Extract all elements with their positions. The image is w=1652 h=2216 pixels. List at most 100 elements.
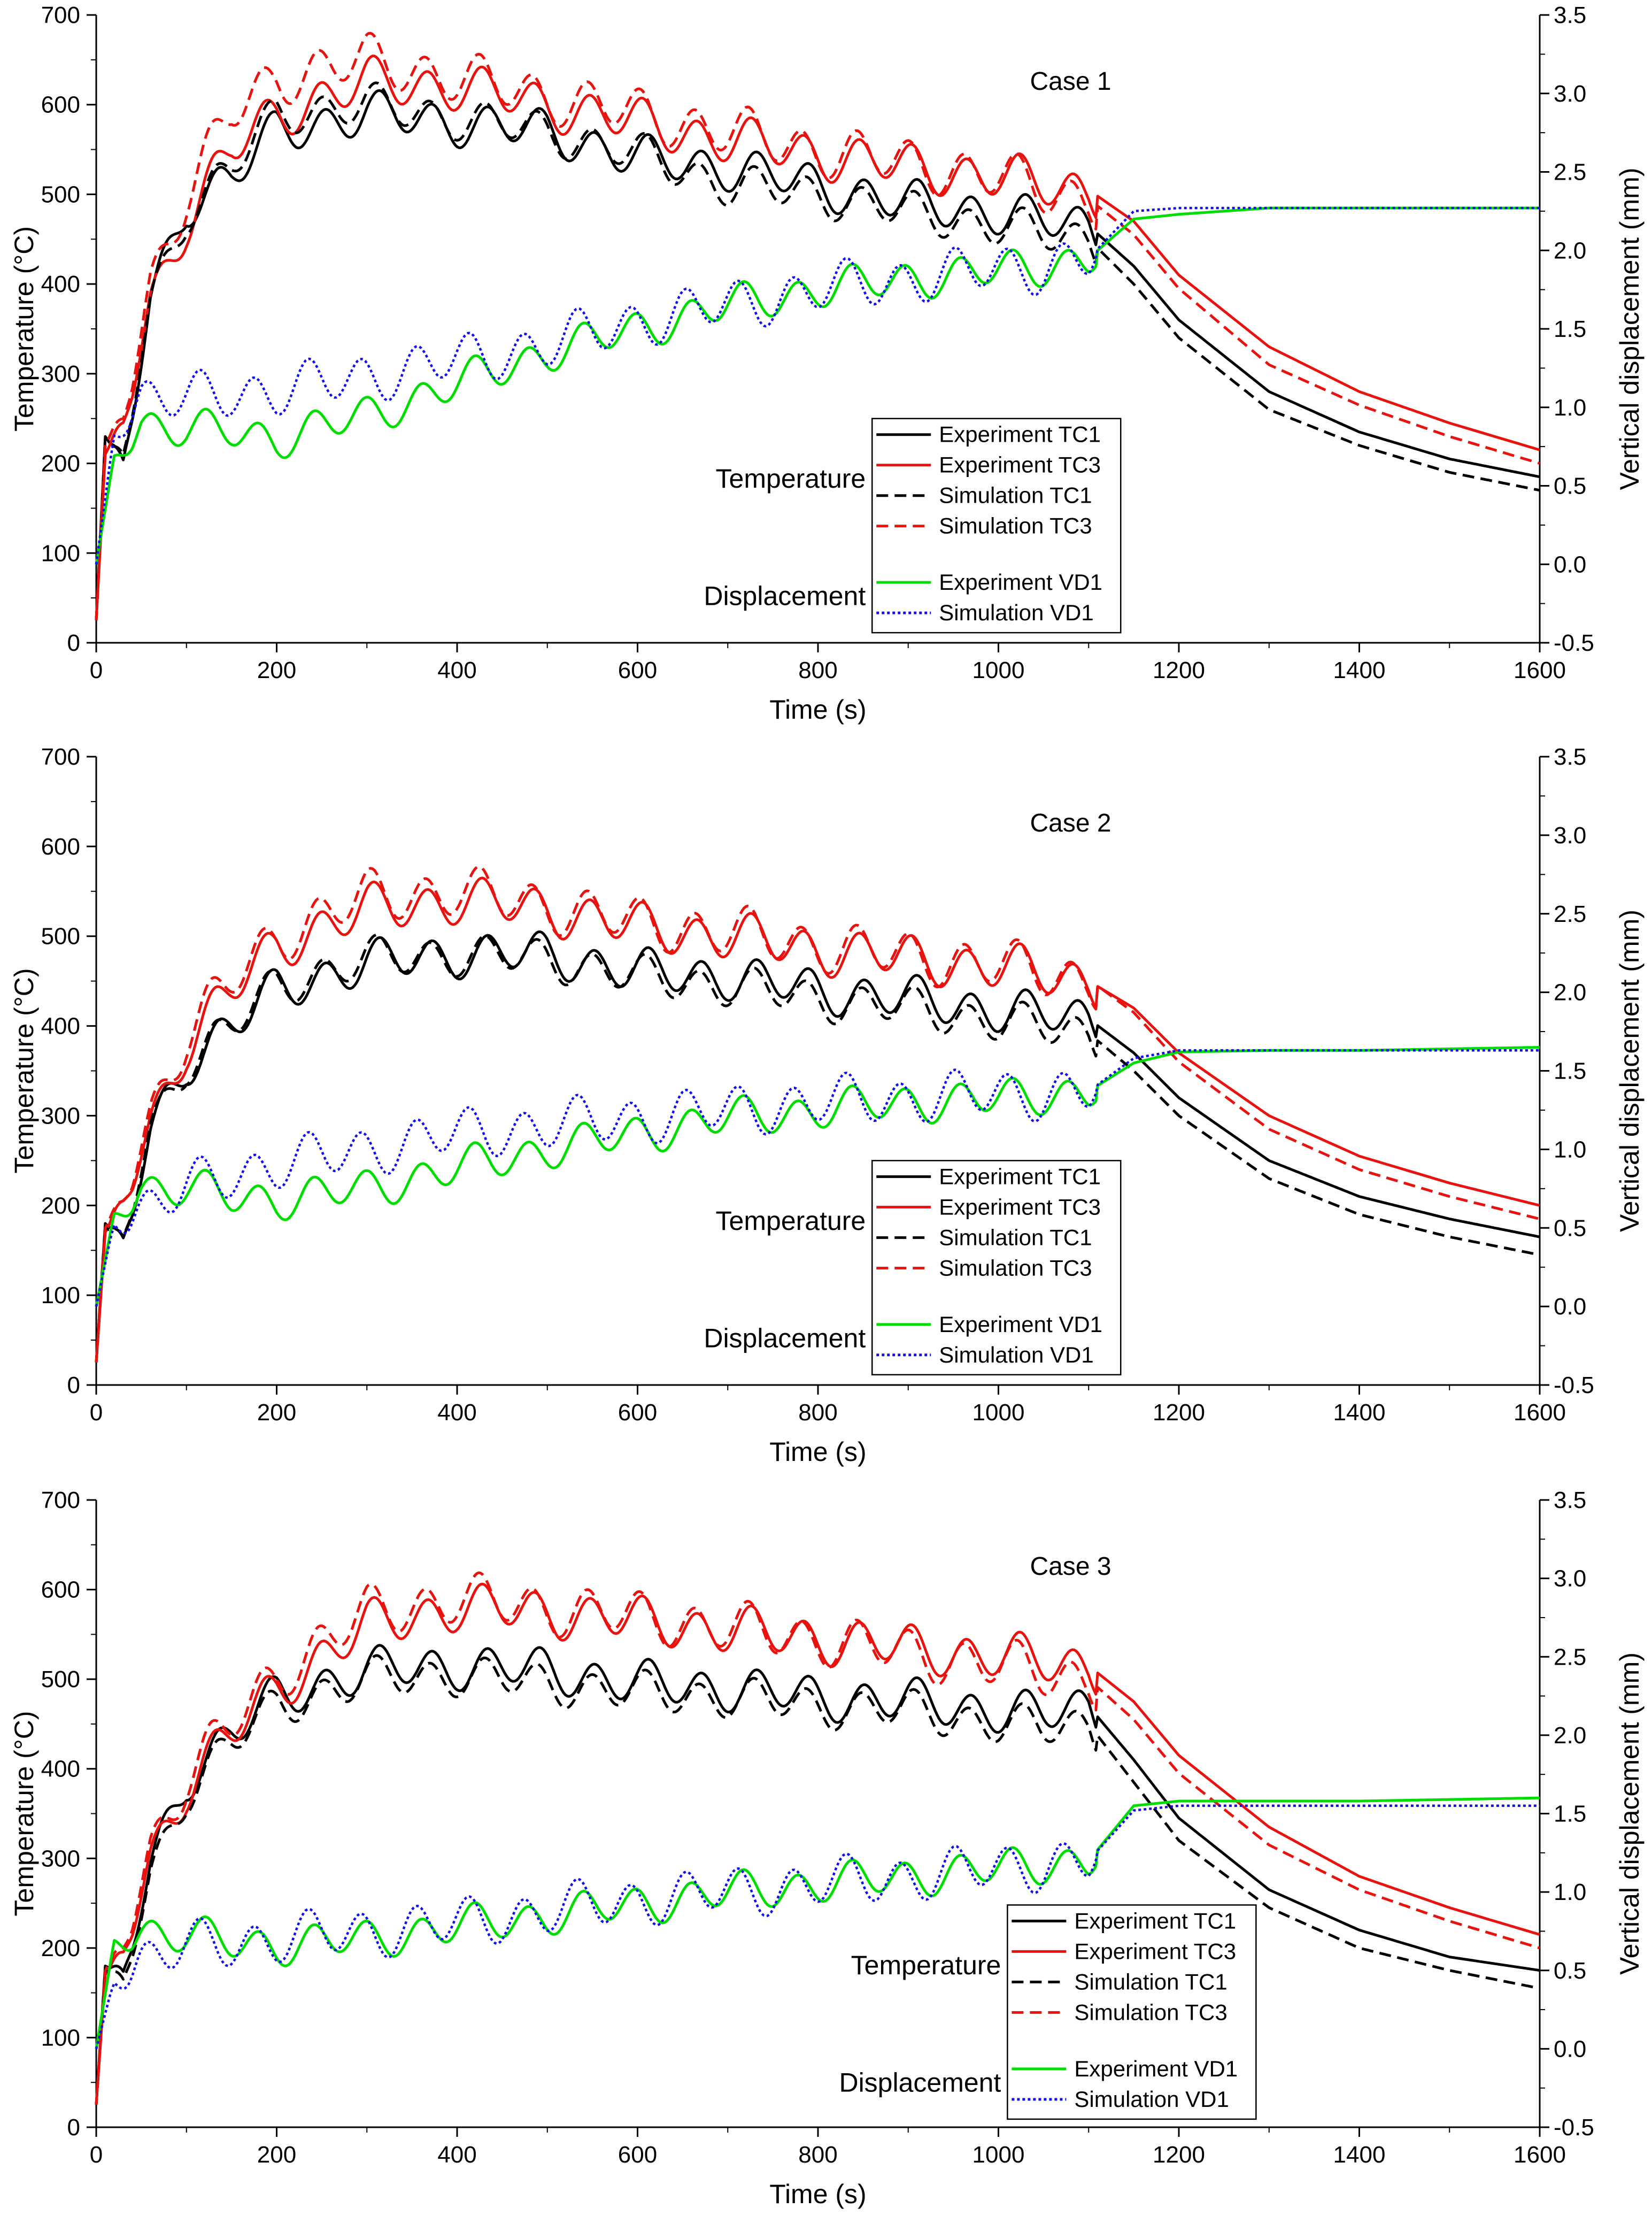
legend-entry: Experiment TC1 xyxy=(939,1164,1101,1189)
y2-tick-label: 0.5 xyxy=(1554,1958,1586,1984)
y2-tick-label: 1.5 xyxy=(1554,316,1586,342)
y-tick-label: 0 xyxy=(67,2114,80,2141)
x-tick-label: 800 xyxy=(798,1399,837,1426)
y-axis-label: Temperature (°C) xyxy=(9,968,39,1174)
x-tick-label: 800 xyxy=(798,657,837,683)
x-tick-label: 0 xyxy=(90,657,103,683)
series-line-simulation-tc1 xyxy=(95,1654,1540,2105)
y-tick-label: 200 xyxy=(41,1935,80,1961)
x-tick-label: 1600 xyxy=(1514,657,1566,683)
y2-tick-label: 0.0 xyxy=(1554,551,1586,578)
x-tick-label: 1400 xyxy=(1333,1399,1386,1426)
legend-entry: Simulation TC1 xyxy=(939,483,1092,508)
series-line-experiment-tc3 xyxy=(95,55,1540,621)
y2-axis-label: Vertical displacement (mm) xyxy=(1615,1652,1645,1975)
y2-tick-label: 1.0 xyxy=(1554,395,1586,421)
legend-entry: Simulation VD1 xyxy=(939,1342,1093,1367)
y2-tick-label: -0.5 xyxy=(1554,1372,1594,1398)
y-tick-label: 300 xyxy=(41,361,80,387)
y-tick-label: 400 xyxy=(41,1756,80,1782)
x-tick-label: 200 xyxy=(257,1399,296,1426)
y2-tick-label: 0.5 xyxy=(1554,1215,1586,1241)
y-tick-label: 300 xyxy=(41,1103,80,1129)
series-line-simulation-tc3 xyxy=(95,865,1540,1363)
y-tick-label: 500 xyxy=(41,181,80,207)
chart-panel-1: 0 200 400 600 800 1000 1200 1400 1600 0 100 200 300 4… xyxy=(9,2,1645,725)
x-tick-label: 0 xyxy=(90,1399,103,1426)
y-tick-label: 100 xyxy=(41,2025,80,2051)
y-tick-label: 500 xyxy=(41,1666,80,1692)
chart-panel-2: 0 200 400 600 800 1000 1200 1400 1600 0 100 200 300 4… xyxy=(9,744,1645,1467)
y-tick-label: 600 xyxy=(41,1577,80,1603)
legend-entry: Experiment TC3 xyxy=(939,452,1101,478)
chart-title: Case 1 xyxy=(1030,67,1111,96)
x-tick-label: 1000 xyxy=(972,657,1025,683)
x-tick-label: 1400 xyxy=(1333,2142,1386,2168)
y2-tick-label: 3.5 xyxy=(1554,744,1586,770)
y2-tick-label: 2.0 xyxy=(1554,237,1586,264)
y2-tick-label: -0.5 xyxy=(1554,2114,1594,2141)
y2-tick-label: 3.0 xyxy=(1554,1566,1586,1592)
chart-title: Case 2 xyxy=(1030,809,1111,837)
x-axis-label: Time (s) xyxy=(769,2179,866,2209)
series-line-experiment-tc1 xyxy=(95,1644,1540,2105)
series-line-experiment-vd1 xyxy=(95,1045,1540,1307)
x-tick-label: 600 xyxy=(618,1399,657,1426)
displacement-group-label: Displacement xyxy=(704,1323,866,1353)
legend-entry: Experiment TC1 xyxy=(939,422,1101,447)
legend-entry: Simulation TC3 xyxy=(939,1255,1092,1280)
y2-tick-label: 1.5 xyxy=(1554,1058,1586,1084)
series-line-experiment-tc3 xyxy=(95,876,1540,1363)
y2-tick-label: 3.0 xyxy=(1554,822,1586,849)
y-tick-label: 600 xyxy=(41,92,80,118)
x-tick-label: 1600 xyxy=(1514,1399,1566,1426)
x-tick-label: 1200 xyxy=(1153,657,1205,683)
series-line-experiment-tc1 xyxy=(95,89,1540,621)
x-tick-label: 200 xyxy=(257,2142,296,2168)
series-line-experiment-vd1 xyxy=(95,206,1540,565)
x-tick-label: 0 xyxy=(90,2142,103,2168)
x-tick-label: 200 xyxy=(257,657,296,683)
x-tick-label: 800 xyxy=(798,2142,837,2168)
y2-tick-label: 3.5 xyxy=(1554,2,1586,28)
temperature-group-label: Temperature xyxy=(716,464,866,494)
series-line-simulation-vd1 xyxy=(95,1804,1540,2049)
y-tick-label: 300 xyxy=(41,1845,80,1872)
y2-tick-label: 2.0 xyxy=(1554,980,1586,1006)
x-tick-label: 400 xyxy=(437,657,476,683)
legend-entry: Simulation VD1 xyxy=(1074,2087,1229,2112)
legend-entry: Simulation TC3 xyxy=(1074,1999,1227,2025)
y2-tick-label: -0.5 xyxy=(1554,630,1594,656)
series-line-simulation-vd1 xyxy=(95,206,1540,565)
legend-entry: Experiment VD1 xyxy=(939,1312,1102,1337)
y-tick-label: 600 xyxy=(41,834,80,860)
y2-tick-label: 1.0 xyxy=(1554,1879,1586,1905)
y2-tick-label: 0.5 xyxy=(1554,473,1586,499)
y2-axis-label: Vertical displacement (mm) xyxy=(1615,168,1645,490)
y-tick-label: 700 xyxy=(41,1487,80,1513)
y2-tick-label: 2.5 xyxy=(1554,159,1586,186)
series-line-experiment-vd1 xyxy=(95,1796,1540,2049)
x-tick-label: 1200 xyxy=(1153,1399,1205,1426)
series-line-simulation-tc3 xyxy=(95,32,1540,621)
x-tick-label: 600 xyxy=(618,657,657,683)
temperature-group-label: Temperature xyxy=(851,1950,1001,1980)
y-axis-label: Temperature (°C) xyxy=(9,1711,39,1917)
chart-title: Case 3 xyxy=(1030,1552,1111,1581)
legend-entry: Simulation TC1 xyxy=(1074,1969,1227,1994)
y2-tick-label: 0.0 xyxy=(1554,2036,1586,2062)
y-axis-label: Temperature (°C) xyxy=(9,226,39,432)
x-tick-label: 1400 xyxy=(1333,657,1386,683)
y-tick-label: 200 xyxy=(41,1192,80,1219)
x-tick-label: 400 xyxy=(437,1399,476,1426)
y-tick-label: 700 xyxy=(41,2,80,28)
x-tick-label: 600 xyxy=(618,2142,657,2168)
y-tick-label: 0 xyxy=(67,630,80,656)
legend-entry: Simulation VD1 xyxy=(939,600,1093,625)
y2-tick-label: 1.5 xyxy=(1554,1801,1586,1827)
y2-tick-label: 0.0 xyxy=(1554,1294,1586,1320)
legend-entry: Experiment VD1 xyxy=(1074,2056,1238,2081)
series-line-simulation-tc1 xyxy=(95,81,1540,621)
y2-tick-label: 2.5 xyxy=(1554,1644,1586,1670)
